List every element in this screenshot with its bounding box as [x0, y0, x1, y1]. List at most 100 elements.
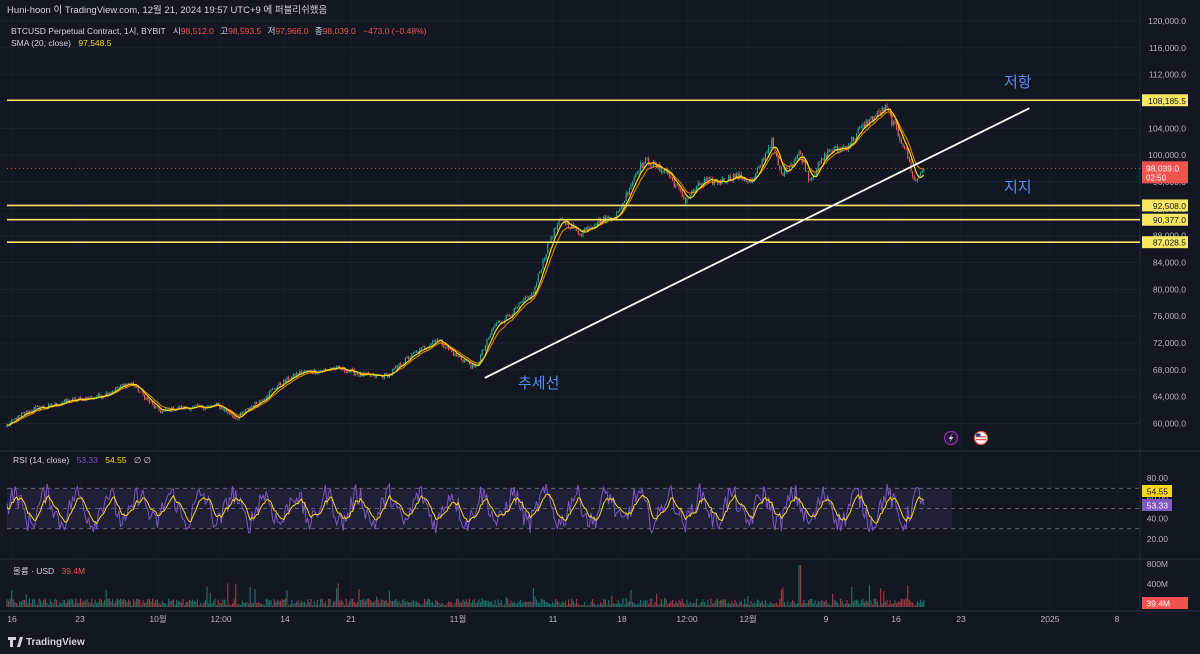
- volume-bar: [385, 600, 387, 607]
- candle-body: [278, 382, 280, 387]
- volume-bar: [344, 605, 346, 607]
- candle-body: [828, 149, 830, 152]
- candle-body: [600, 218, 602, 224]
- time-tick-label: 16: [7, 614, 17, 624]
- volume-bar: [419, 603, 421, 607]
- volume-bar: [188, 599, 190, 607]
- volume-bar: [566, 605, 568, 607]
- candle-body: [702, 183, 704, 185]
- volume-bar: [406, 601, 408, 607]
- volume-bar: [692, 602, 694, 607]
- trendline-layer[interactable]: [484, 107, 1030, 379]
- support-annotation[interactable]: 지지: [1004, 179, 1032, 196]
- volume-bar: [849, 604, 851, 607]
- volume-bar: [670, 601, 672, 607]
- candle-body: [632, 181, 634, 186]
- candle-body: [556, 225, 558, 230]
- horizontal-levels[interactable]: [7, 99, 1140, 243]
- volume-legend[interactable]: 볼륨 · USD 39.4M: [13, 566, 85, 576]
- candle-body: [196, 404, 198, 407]
- volume-bar: [556, 601, 558, 607]
- candle-body: [276, 386, 278, 389]
- volume-bar: [360, 600, 362, 607]
- volume-bar: [275, 602, 277, 607]
- volume-bar: [617, 599, 619, 607]
- candle-body: [324, 369, 326, 370]
- candle-body: [395, 366, 397, 369]
- candle-body: [860, 127, 862, 128]
- volume-bar: [44, 598, 46, 607]
- volume-bar: [916, 601, 918, 607]
- candle-body: [457, 355, 459, 357]
- volume-bar: [321, 598, 323, 607]
- volume-bar: [214, 598, 216, 607]
- volume-bar: [899, 601, 901, 607]
- volume-bar: [291, 600, 293, 607]
- candle-body: [755, 173, 757, 178]
- candle-body: [844, 145, 846, 148]
- resistance-annotation[interactable]: 저항: [1004, 74, 1032, 91]
- volume-bar: [793, 601, 795, 607]
- volume-bar: [297, 600, 299, 607]
- volume-bar: [652, 605, 654, 607]
- volume-bar: [457, 598, 459, 607]
- candle-body: [297, 373, 299, 375]
- volume-bar: [425, 601, 427, 607]
- volume-bar: [350, 598, 352, 607]
- lightning-icon[interactable]: [943, 430, 959, 446]
- volume-bar: [145, 602, 147, 607]
- trendline-annotation[interactable]: 추세선: [518, 375, 559, 392]
- volume-bar: [56, 599, 58, 607]
- candle-body: [678, 185, 680, 189]
- candle-body: [544, 258, 546, 260]
- volume-bar: [355, 603, 357, 607]
- candle-body: [913, 176, 915, 180]
- volume-bar: [363, 598, 365, 607]
- candle-body: [227, 411, 229, 414]
- volume-bar: [684, 604, 686, 607]
- candle-body: [260, 399, 262, 401]
- volume-bar: [859, 604, 861, 607]
- candle-body: [369, 374, 371, 377]
- sma-legend[interactable]: SMA (20, close) 97,548.5: [11, 38, 112, 48]
- candle-body: [761, 158, 763, 166]
- volume-bar: [161, 600, 163, 607]
- volume-bar: [801, 603, 803, 607]
- volume-bar: [427, 598, 429, 607]
- us-flag-icon[interactable]: [973, 430, 989, 446]
- candle-body: [30, 410, 32, 412]
- candle-body: [870, 116, 872, 120]
- rsi-legend[interactable]: RSI (14, close) 53.33 54.55 ∅ ∅: [13, 455, 152, 465]
- candle-body: [305, 370, 307, 372]
- trendline[interactable]: [484, 107, 1030, 379]
- volume-bar: [340, 599, 342, 607]
- time-tick-label: 12월: [739, 614, 756, 624]
- candle-body: [326, 368, 328, 370]
- volume-bar: [83, 600, 85, 607]
- volume-bar: [361, 599, 363, 607]
- time-tick-label: 11월: [450, 614, 467, 624]
- candle-body: [595, 225, 597, 227]
- tradingview-logo[interactable]: TradingView: [8, 637, 85, 648]
- candle-body: [676, 185, 678, 187]
- volume-bar: [364, 601, 366, 607]
- candle-body: [912, 171, 914, 177]
- volume-bar: [304, 601, 306, 607]
- candle-body: [472, 363, 474, 368]
- candle-body: [708, 177, 710, 179]
- candle-body: [891, 114, 893, 125]
- price-tick-label: 112,000.0: [1149, 70, 1186, 80]
- volume-bar: [747, 595, 749, 607]
- candle-body: [518, 303, 520, 308]
- rsi-pane[interactable]: 80.00 60.00 40.00 20.00 54.55 53.33: [6, 473, 1172, 544]
- volume-bar: [220, 603, 222, 607]
- candle-body: [697, 183, 699, 186]
- volume-bar: [108, 598, 110, 607]
- candle-body: [523, 299, 525, 302]
- volume-bar: [476, 602, 478, 607]
- candle-body: [880, 112, 882, 115]
- last-price-badge: [1142, 161, 1188, 184]
- volume-bar: [688, 604, 690, 607]
- main-gridlines: [0, 20, 1140, 424]
